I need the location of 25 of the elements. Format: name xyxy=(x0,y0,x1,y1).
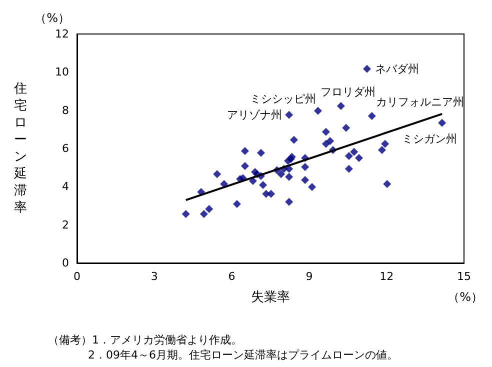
x-tick-label: 12 xyxy=(380,270,394,283)
annotation: ミシシッピ州 xyxy=(250,92,316,106)
y-axis-title: 住宅ローン延滞率 xyxy=(13,82,27,216)
x-axis-title: 失業率 xyxy=(251,289,290,305)
text: （備考）1．アメリカ労働省より作成。 xyxy=(48,334,242,346)
y-tick-label: 6 xyxy=(62,142,69,155)
annotation: ネバダ州 xyxy=(374,62,419,76)
x-tick-label: 9 xyxy=(306,270,313,283)
annotation: アリゾナ州 xyxy=(227,108,282,122)
y-tick-label: 4 xyxy=(62,180,69,194)
x-tick-label: 15 xyxy=(457,270,471,283)
x-tick-label: 0 xyxy=(74,270,80,283)
y-tick-label: 0 xyxy=(62,256,69,270)
y-tick-label: 8 xyxy=(62,104,69,117)
x-tick-label: 3 xyxy=(150,270,158,283)
x-tick-label: 6 xyxy=(228,270,236,283)
annotation: カリフォルニア州 xyxy=(376,96,464,109)
y-tick-label: 2 xyxy=(62,218,69,232)
annotation: ミシガン州 xyxy=(402,132,458,146)
y-tick-label: 10 xyxy=(55,66,69,79)
text: （%） xyxy=(448,290,483,304)
text: （%） xyxy=(34,11,70,25)
annotation: フロリダ州 xyxy=(320,85,376,98)
y-tick-label: 12 xyxy=(55,28,69,40)
text: 2．09年4～6月期。住宅ローン延滞率はプライムローンの値。 xyxy=(88,348,398,362)
